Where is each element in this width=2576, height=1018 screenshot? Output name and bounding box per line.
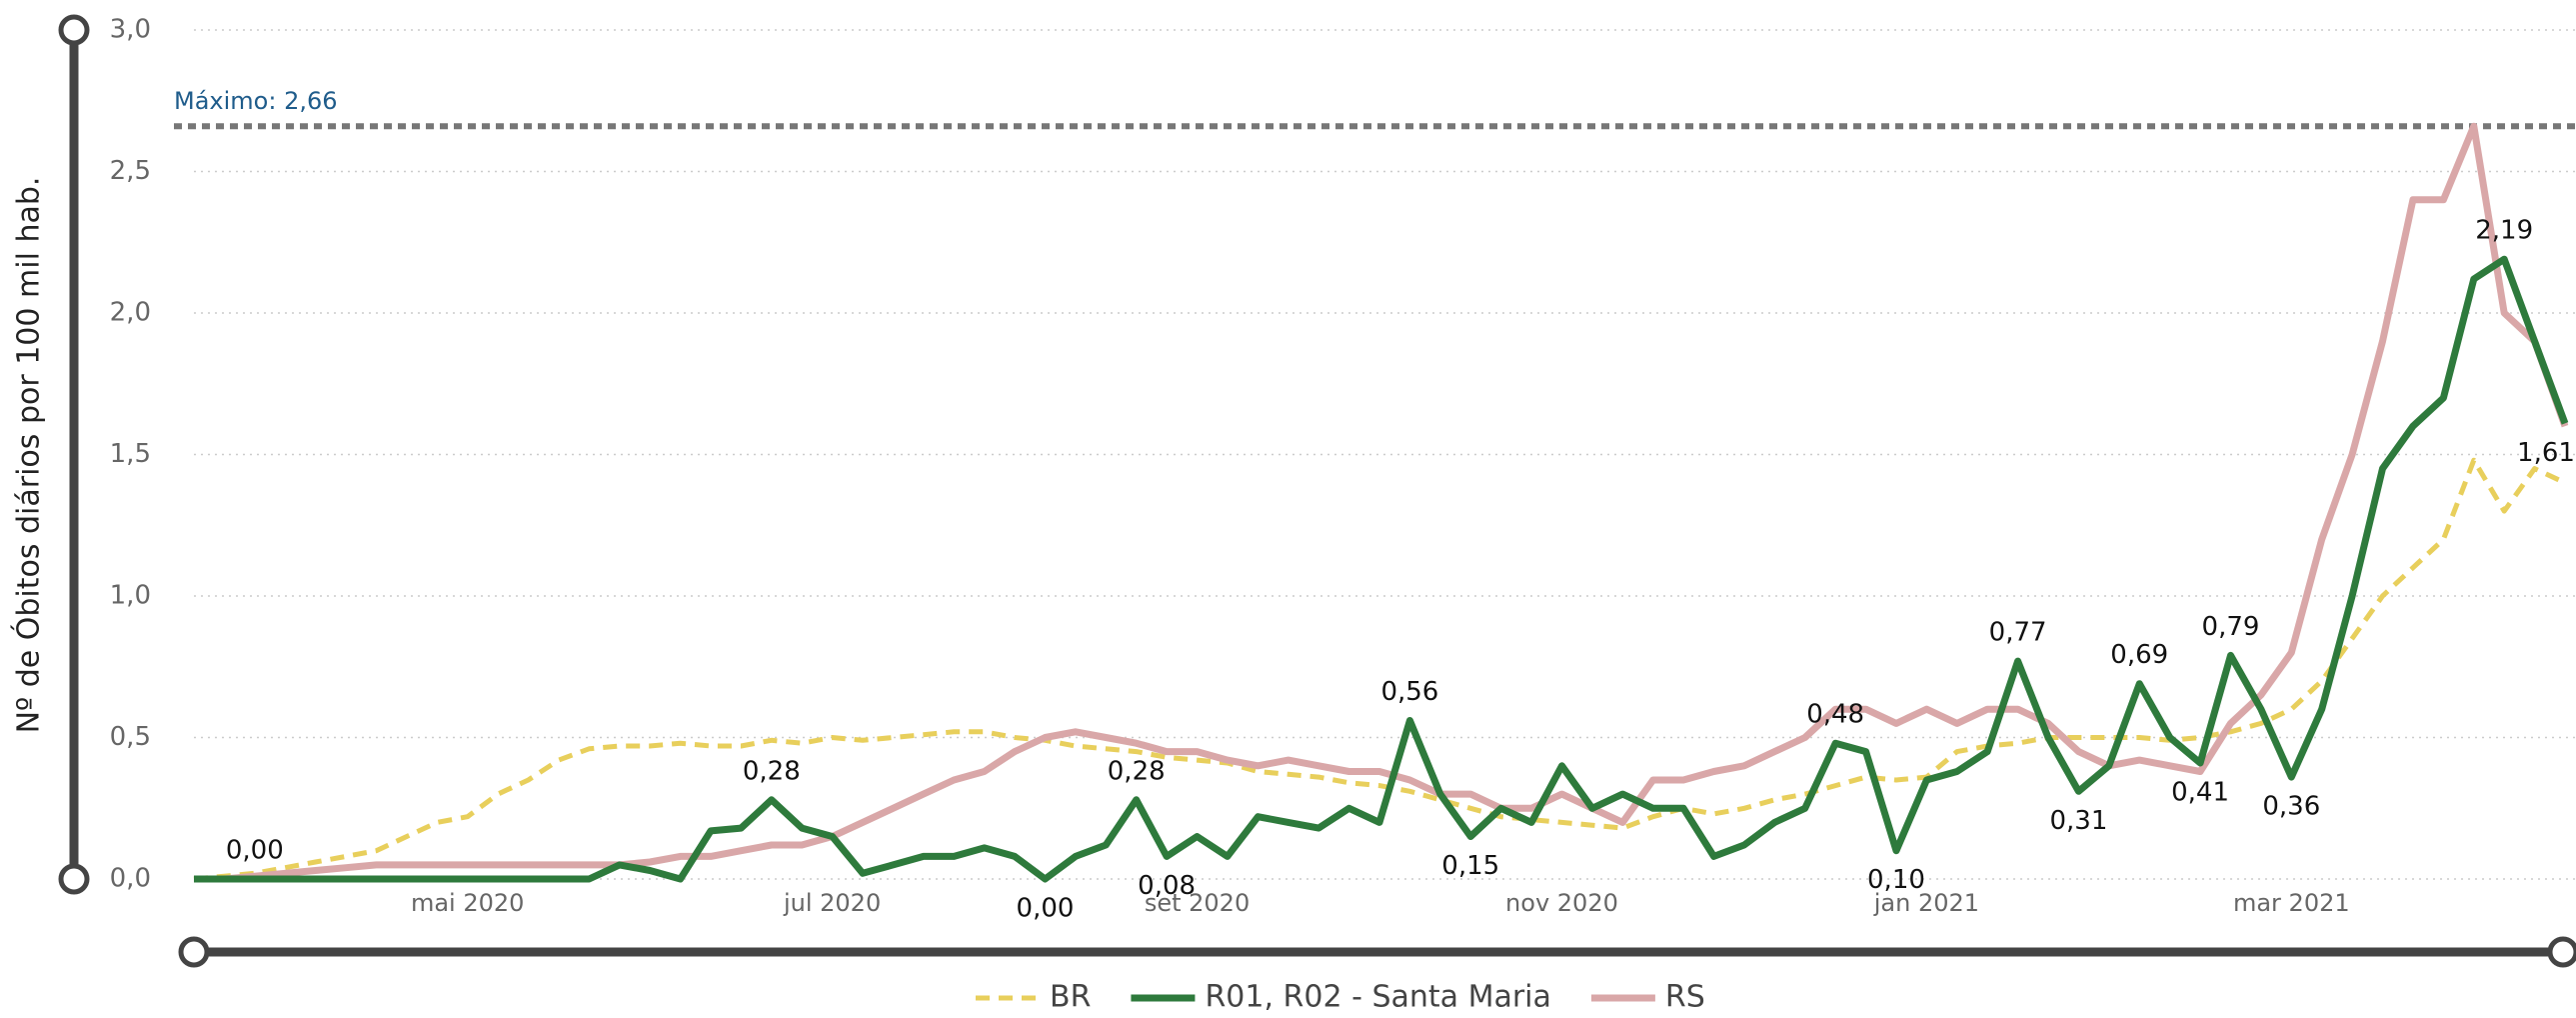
data-label: 0,00 [226, 836, 284, 866]
x-tick-label: jan 2021 [1873, 889, 1979, 917]
data-label: 0,28 [1108, 756, 1166, 786]
data-label: 0,41 [2171, 777, 2229, 807]
series-line [194, 255, 2569, 883]
x-tick-label: set 2020 [1145, 889, 1250, 917]
x-slider-handle[interactable] [178, 936, 210, 968]
y-slider-handle[interactable] [58, 14, 90, 46]
x-tick-label: jul 2020 [783, 889, 881, 917]
y-tick-label: 3,0 [110, 15, 151, 45]
y-tick-label: 1,5 [110, 439, 151, 469]
y-tick-label: 2,0 [110, 298, 151, 328]
x-tick-label: nov 2020 [1505, 889, 1618, 917]
y-slider-handle[interactable] [58, 863, 90, 895]
data-label: 2,19 [2475, 216, 2533, 246]
y-axis-title: Nº de Óbitos diários por 100 mil hab. [10, 177, 47, 734]
data-label: 0,79 [2202, 612, 2260, 642]
y-tick-label: 0,5 [110, 722, 151, 752]
data-label: 0,36 [2262, 792, 2320, 822]
data-label: 0,10 [1867, 865, 1925, 895]
x-tick-label: mar 2021 [2233, 889, 2350, 917]
data-label: 0,56 [1380, 677, 1438, 707]
data-label: 0,31 [2049, 806, 2107, 836]
data-label: 0,15 [1441, 851, 1499, 881]
data-label: 0,00 [1017, 894, 1075, 924]
x-slider-handle[interactable] [2547, 936, 2576, 968]
data-label: 0,28 [743, 756, 801, 786]
y-tick-label: 2,5 [110, 156, 151, 186]
x-tick-label: mai 2020 [411, 889, 524, 917]
max-line-label: Máximo: 2,66 [174, 87, 338, 115]
data-label: 0,77 [1989, 618, 2047, 648]
y-tick-label: 1,0 [110, 581, 151, 611]
legend-label: RS [1665, 980, 1705, 1015]
legend-label: R01, R02 - Santa Maria [1205, 980, 1550, 1015]
y-tick-label: 0,0 [110, 864, 151, 894]
data-label: 0,48 [1806, 700, 1864, 730]
series-line [194, 122, 2569, 883]
data-label: 0,08 [1138, 871, 1196, 901]
legend-label: BR [1050, 980, 1091, 1015]
data-label: 1,61 [2517, 438, 2575, 468]
data-label: 0,69 [2110, 640, 2168, 670]
